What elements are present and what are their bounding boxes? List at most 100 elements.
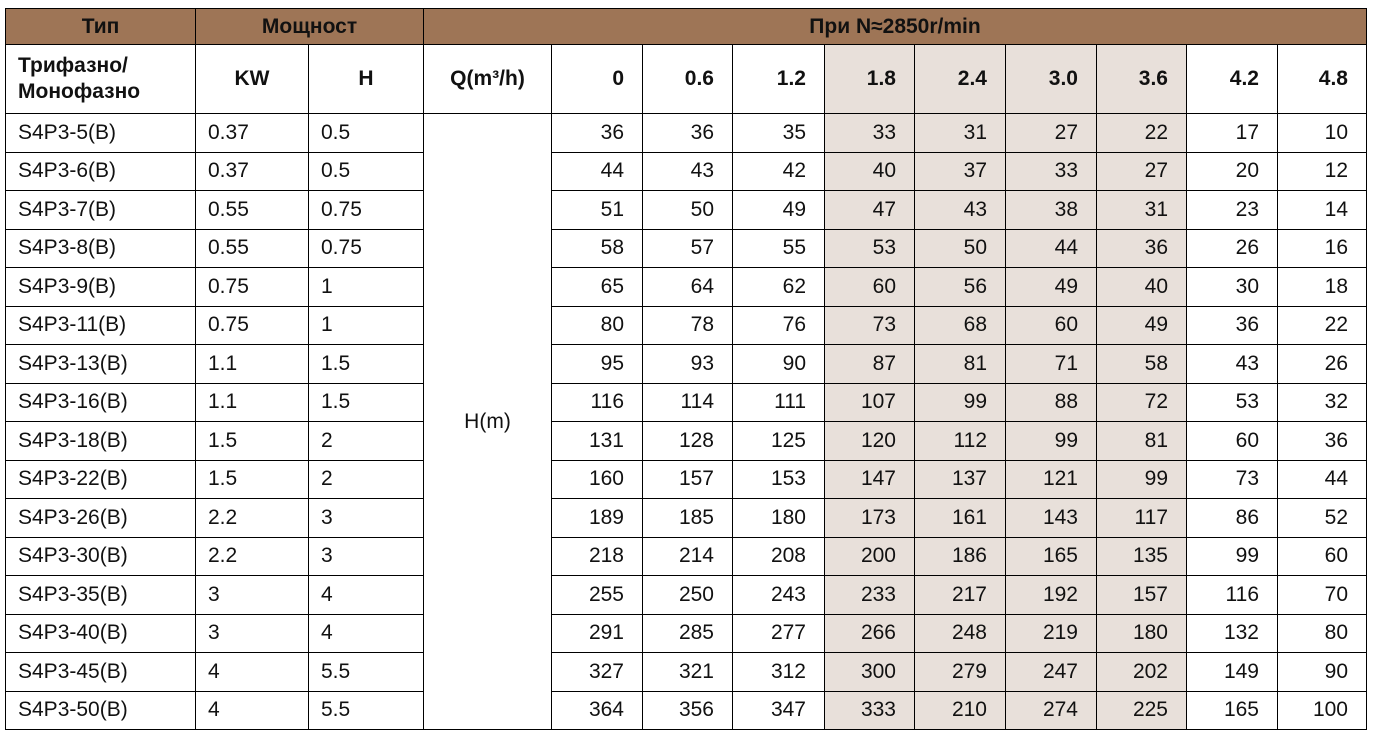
head-value-cell: 225 [1096, 690, 1187, 730]
head-value-cell: 64 [642, 267, 733, 307]
head-value-cell: 53 [824, 228, 915, 268]
head-value-cell: 143 [1005, 498, 1097, 538]
power-header: Мощност [195, 8, 424, 45]
head-value-cell: 99 [1096, 459, 1187, 499]
hp-cell: 1.5 [308, 382, 424, 422]
table-row: S4P3-40(B) 3 4 291 285 277 266 248 219 180 132 80 [5, 613, 1367, 653]
head-value-cell: 26 [1186, 228, 1278, 268]
head-value-cell: 18 [1277, 267, 1367, 307]
head-value-cell: 40 [824, 151, 915, 191]
head-value-cell: 26 [1277, 344, 1367, 384]
head-value-cell: 53 [1186, 382, 1278, 422]
head-value-cell: 312 [732, 652, 825, 692]
head-value-cell: 44 [551, 151, 643, 191]
head-value-cell: 86 [1186, 498, 1278, 538]
head-value-cell: 347 [732, 690, 825, 730]
head-value-cell: 233 [824, 575, 915, 615]
table-row: S4P3-16(B) 1.1 1.5 116 114 111 107 99 88 72 53 32 [5, 382, 1367, 422]
head-value-cell: 248 [914, 613, 1006, 653]
head-value-cell: 14 [1277, 190, 1367, 230]
head-value-cell: 274 [1005, 690, 1097, 730]
table-row: S4P3-35(B) 3 4 255 250 243 233 217 192 157 116 70 [5, 575, 1367, 615]
head-value-cell: 30 [1186, 267, 1278, 307]
head-value-cell: 214 [642, 536, 733, 576]
head-value-cell: 51 [551, 190, 643, 230]
hp-header: H [308, 44, 424, 114]
table-row: S4P3-11(B) 0.75 1 80 78 76 73 68 60 49 36 22 [5, 305, 1367, 345]
table-row: S4P3-8(B) 0.55 0.75 58 57 55 53 50 44 36 26 16 [5, 228, 1367, 268]
head-value-cell: 32 [1277, 382, 1367, 422]
head-value-cell: 31 [914, 113, 1006, 153]
head-value-cell: 80 [1277, 613, 1367, 653]
head-value-cell: 52 [1277, 498, 1367, 538]
head-value-cell: 78 [642, 305, 733, 345]
head-value-cell: 37 [914, 151, 1006, 191]
head-value-cell: 285 [642, 613, 733, 653]
model-cell: S4P3-11(B) [5, 305, 196, 345]
hp-cell: 5.5 [308, 652, 424, 692]
head-value-cell: 300 [824, 652, 915, 692]
head-value-cell: 73 [1186, 459, 1278, 499]
head-value-cell: 47 [824, 190, 915, 230]
head-value-cell: 72 [1096, 382, 1187, 422]
hp-cell: 0.5 [308, 151, 424, 191]
head-value-cell: 65 [551, 267, 643, 307]
header-row-2: Трифазно/Монофазно KW H Q(m³/h) 0 0.6 1.2 1… [5, 44, 1367, 114]
head-label-cell: H(m) [423, 113, 552, 730]
head-value-cell: 149 [1186, 652, 1278, 692]
head-value-cell: 56 [914, 267, 1006, 307]
head-value-cell: 147 [824, 459, 915, 499]
head-value-cell: 49 [1096, 305, 1187, 345]
head-value-cell: 218 [551, 536, 643, 576]
table-row: S4P3-6(B) 0.37 0.5 44 43 42 40 37 33 27 20 12 [5, 151, 1367, 191]
table-row: S4P3-5(B) 0.37 0.5 H(m) 36 36 35 33 31 27 22 17 10 [5, 113, 1367, 730]
kw-cell: 0.55 [195, 228, 309, 268]
hp-cell: 4 [308, 575, 424, 615]
hp-cell: 0.75 [308, 228, 424, 268]
kw-cell: 2.2 [195, 498, 309, 538]
head-value-cell: 17 [1186, 113, 1278, 153]
table-row: S4P3-13(B) 1.1 1.5 95 93 90 87 81 71 58 43 26 [5, 344, 1367, 384]
hp-cell: 1.5 [308, 344, 424, 384]
kw-cell: 4 [195, 652, 309, 692]
head-value-cell: 36 [1096, 228, 1187, 268]
kw-cell: 1.1 [195, 344, 309, 384]
head-value-cell: 12 [1277, 151, 1367, 191]
hp-cell: 0.75 [308, 190, 424, 230]
kw-cell: 1.1 [195, 382, 309, 422]
table-row: S4P3-45(B) 4 5.5 327 321 312 300 279 247 202 149 90 [5, 652, 1367, 692]
head-value-cell: 70 [1277, 575, 1367, 615]
type-header: Тип [5, 8, 196, 45]
hp-cell: 3 [308, 498, 424, 538]
head-value-cell: 200 [824, 536, 915, 576]
hp-cell: 4 [308, 613, 424, 653]
head-value-cell: 50 [642, 190, 733, 230]
head-value-cell: 165 [1005, 536, 1097, 576]
head-value-cell: 50 [914, 228, 1006, 268]
table-row: S4P3-18(B) 1.5 2 131 128 125 120 112 99 81 60 36 [5, 421, 1367, 461]
head-value-cell: 16 [1277, 228, 1367, 268]
pump-performance-table: Тип Мощност При N≈2850r/min Трифазно/Мон… [5, 8, 1367, 730]
head-value-cell: 71 [1005, 344, 1097, 384]
hp-cell: 0.5 [308, 113, 424, 153]
kw-cell: 1.5 [195, 421, 309, 461]
head-value-cell: 43 [642, 151, 733, 191]
head-value-cell: 100 [1277, 690, 1367, 730]
hp-cell: 2 [308, 421, 424, 461]
head-value-cell: 137 [914, 459, 1006, 499]
head-value-cell: 58 [551, 228, 643, 268]
speed-header: При N≈2850r/min [423, 8, 1367, 45]
flow-value-header: 0.6 [642, 44, 733, 114]
head-value-cell: 49 [732, 190, 825, 230]
model-cell: S4P3-5(B) [5, 113, 196, 153]
head-value-cell: 185 [642, 498, 733, 538]
head-value-cell: 36 [642, 113, 733, 153]
head-value-cell: 180 [1096, 613, 1187, 653]
head-value-cell: 157 [642, 459, 733, 499]
head-value-cell: 173 [824, 498, 915, 538]
head-value-cell: 128 [642, 421, 733, 461]
model-cell: S4P3-30(B) [5, 536, 196, 576]
head-value-cell: 114 [642, 382, 733, 422]
model-cell: S4P3-9(B) [5, 267, 196, 307]
head-value-cell: 27 [1096, 151, 1187, 191]
